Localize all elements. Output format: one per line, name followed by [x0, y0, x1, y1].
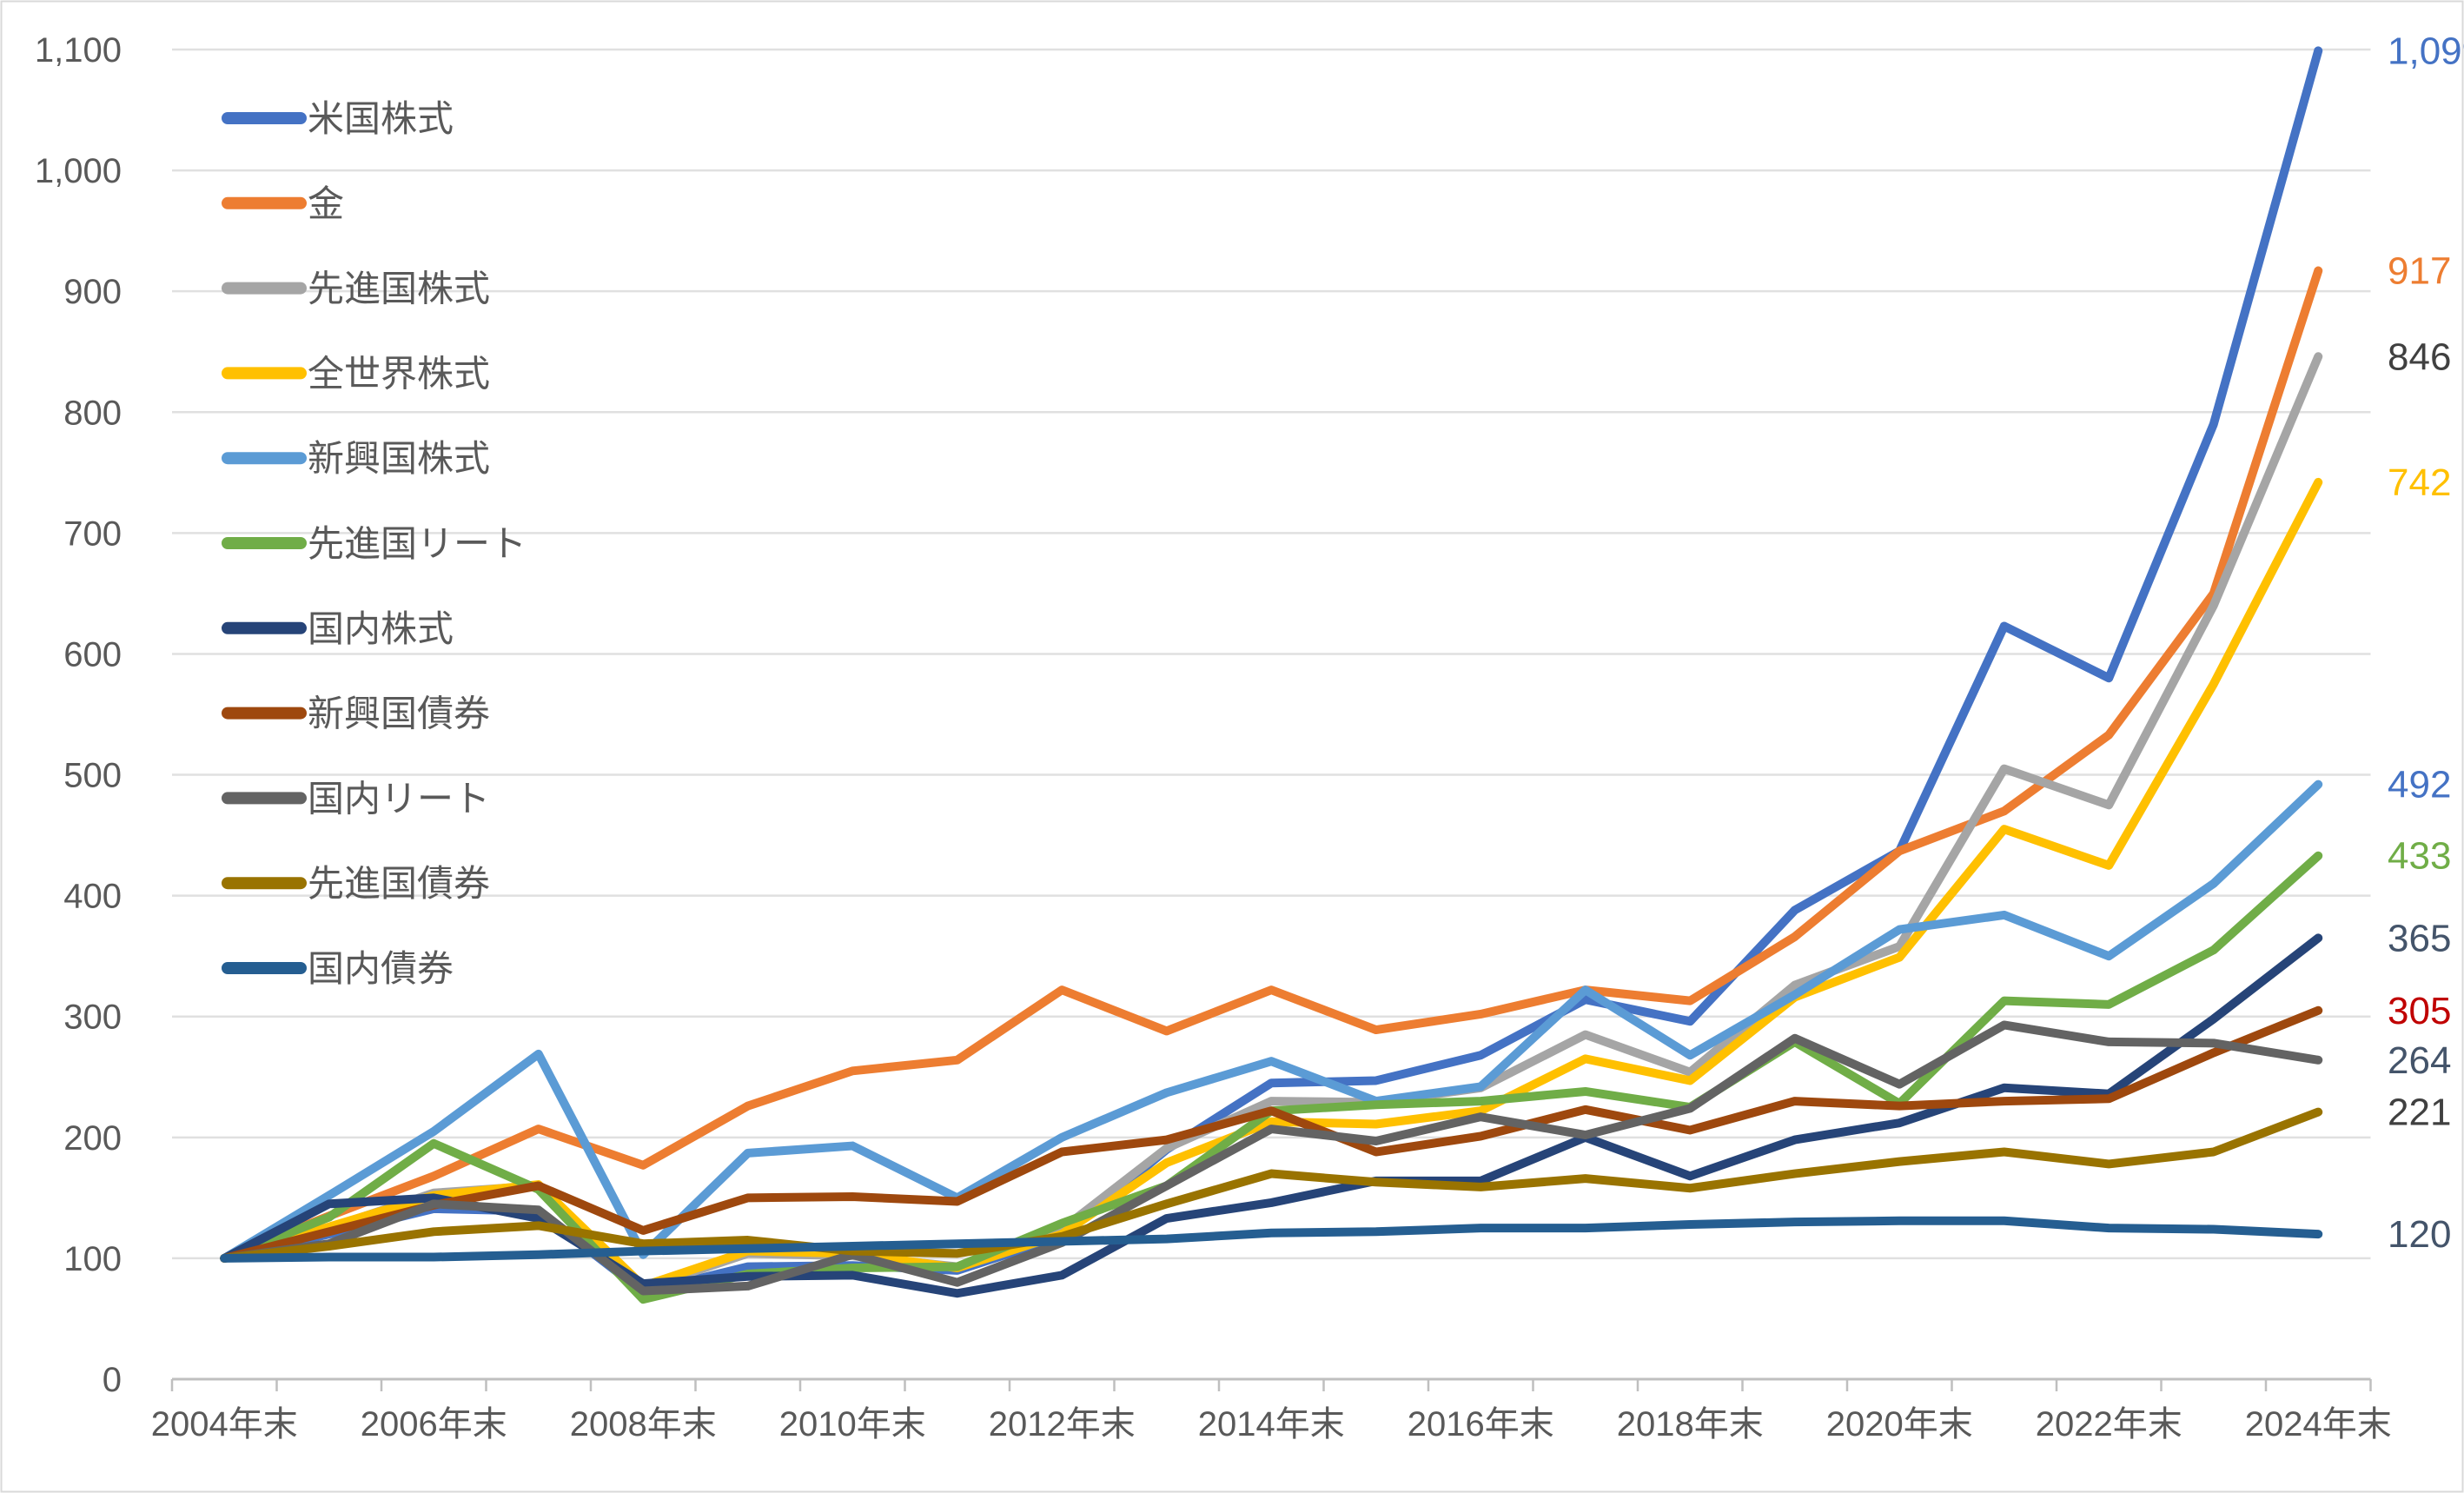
series-line-新興国株式: [220, 780, 2323, 1263]
end-value-label-米国株式: 1,099: [2388, 30, 2464, 72]
end-value-label-国内リート: 264: [2388, 1039, 2451, 1082]
legend-label-先進国債券: 先進国債券: [308, 863, 490, 904]
x-axis-label-2012年末: 2012年末: [989, 1405, 1136, 1443]
series-line-国内債券: [220, 1216, 2323, 1263]
x-axis-label-2018年末: 2018年末: [1617, 1405, 1764, 1443]
end-value-label-先進国リート: 433: [2388, 835, 2451, 878]
legend-label-金: 金: [308, 183, 344, 224]
legend-label-全世界株式: 全世界株式: [308, 353, 490, 394]
y-axis-label-100: 100: [63, 1240, 122, 1278]
legend-label-先進国リート: 先進国リート: [308, 523, 527, 564]
series-line-新興国債券: [220, 1005, 2323, 1263]
end-value-label-金: 917: [2388, 250, 2451, 293]
legend-label-国内リート: 国内リート: [308, 778, 490, 819]
x-axis-label-2006年末: 2006年末: [361, 1405, 507, 1443]
y-axis-label-400: 400: [63, 878, 122, 916]
x-axis-label-2024年末: 2024年末: [2245, 1405, 2392, 1443]
legend-label-国内株式: 国内株式: [308, 608, 454, 649]
end-value-label-先進国債券: 221: [2388, 1092, 2451, 1134]
end-value-label-新興国債券: 305: [2388, 990, 2451, 1032]
end-value-label-先進国株式: 846: [2388, 335, 2451, 378]
x-axis-label-2010年末: 2010年末: [779, 1405, 926, 1443]
y-axis-label-500: 500: [63, 757, 122, 795]
legend-label-国内債券: 国内債券: [308, 948, 454, 989]
y-axis-label-0: 0: [103, 1361, 122, 1399]
legend-label-米国株式: 米国株式: [308, 98, 454, 139]
x-axis-label-2014年末: 2014年末: [1198, 1405, 1345, 1443]
y-axis-label-600: 600: [63, 635, 122, 674]
y-axis-label-1,100: 1,100: [35, 31, 122, 70]
x-axis-label-2022年末: 2022年末: [2036, 1405, 2182, 1443]
x-axis-label-2020年末: 2020年末: [1826, 1405, 1973, 1443]
x-axis-label-2016年末: 2016年末: [1408, 1405, 1554, 1443]
series-line-全世界株式: [220, 477, 2323, 1291]
legend-label-先進国株式: 先進国株式: [308, 269, 490, 309]
end-value-label-全世界株式: 742: [2388, 461, 2451, 504]
end-value-label-国内債券: 120: [2388, 1213, 2451, 1256]
y-axis-label-900: 900: [63, 273, 122, 311]
series-line-先進国債券: [220, 1107, 2323, 1263]
series-line-国内リート: [220, 1020, 2323, 1296]
x-axis-label-2008年末: 2008年末: [570, 1405, 717, 1443]
legend-label-新興国株式: 新興国株式: [308, 438, 490, 479]
end-value-label-国内株式: 365: [2388, 917, 2451, 959]
y-axis-label-200: 200: [63, 1119, 122, 1158]
y-axis-label-300: 300: [63, 999, 122, 1037]
x-axis-label-2004年末: 2004年末: [151, 1405, 298, 1443]
legend-label-新興国債券: 新興国債券: [308, 693, 490, 734]
y-axis-label-1,000: 1,000: [35, 152, 122, 190]
y-axis-label-800: 800: [63, 394, 122, 432]
end-value-label-新興国株式: 492: [2388, 764, 2451, 806]
y-axis-label-700: 700: [63, 514, 122, 553]
